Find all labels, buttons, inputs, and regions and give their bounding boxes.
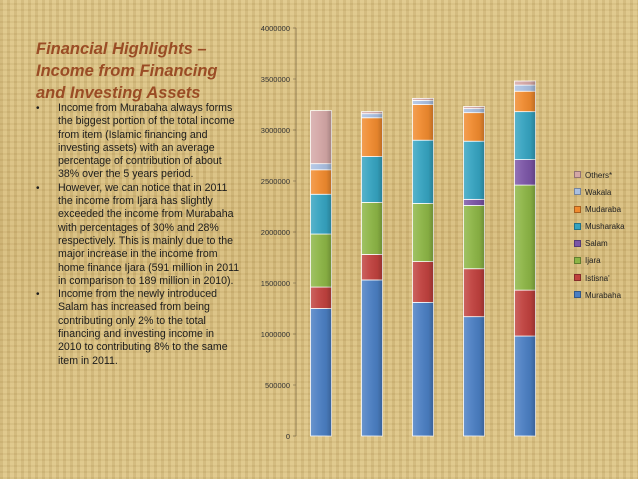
legend-swatch xyxy=(574,205,581,213)
bar-shading xyxy=(361,111,383,436)
bullet-text: Income from the newly introduced Salam h… xyxy=(58,288,228,367)
legend-label: Musharaka xyxy=(585,222,625,232)
legend-item: Wakala xyxy=(574,187,625,204)
bullet-item: • Income from the newly introduced Salam … xyxy=(34,288,240,368)
bar-stack xyxy=(463,106,485,437)
legend-swatch xyxy=(574,256,581,264)
bullet-text: However, we can notice that in 2011 the … xyxy=(58,181,240,287)
legend-swatch xyxy=(574,188,581,196)
y-tick-label: 1000000 xyxy=(261,330,290,339)
slide-title: Financial Highlights – Income from Finan… xyxy=(36,38,246,104)
bullet-marker: • xyxy=(36,182,40,194)
legend-item: Others* xyxy=(574,170,625,187)
legend-label: Murabaha xyxy=(585,290,622,300)
y-axis: 0 500000 1000000 1500000 2000000 2500000 30000… xyxy=(261,24,297,441)
legend-swatch xyxy=(574,239,581,247)
legend-swatch xyxy=(574,291,581,299)
bar-stacks xyxy=(310,80,536,437)
legend-swatch xyxy=(574,222,581,230)
y-tick-label: 2000000 xyxy=(261,228,290,237)
legend-swatch xyxy=(574,171,581,179)
y-tick-label: 0 xyxy=(286,432,290,441)
bullet-item: • Income from Murabaha always forms the b… xyxy=(34,102,240,182)
title-line: Financial Highlights – xyxy=(36,40,207,58)
y-tick-label: 3500000 xyxy=(261,75,290,84)
bar-shading xyxy=(310,110,332,437)
bullet-marker: • xyxy=(36,103,40,114)
legend-swatch xyxy=(574,273,581,281)
bullet-text: Income from Murabaha always forms the bi… xyxy=(58,102,235,181)
y-tick-label: 2500000 xyxy=(261,177,290,186)
chart-legend: Others* Wakala Mudaraba Musharaka Salam Ijara… xyxy=(574,170,625,307)
legend-item: Salam xyxy=(574,238,625,255)
legend-label: Wakala xyxy=(585,188,612,198)
legend-item: Ijara xyxy=(574,255,625,272)
bullet-list: • Income from Murabaha always forms the b… xyxy=(34,102,240,368)
legend-label: Mudaraba xyxy=(585,205,622,215)
y-tick-label: 4000000 xyxy=(261,24,290,33)
bar-shading xyxy=(463,106,485,436)
title-line: and Investing Assets xyxy=(36,84,201,102)
bar-shading xyxy=(412,98,434,436)
y-tick-label: 3000000 xyxy=(261,126,290,135)
legend-label: Others* xyxy=(585,171,613,180)
bullet-item: • However, we can notice that in 2011 the… xyxy=(34,182,240,288)
bar-stack xyxy=(310,110,332,437)
legend-item: Musharaka xyxy=(574,221,625,238)
legend-label: Salam xyxy=(585,239,608,249)
y-tick-label: 500000 xyxy=(265,381,290,390)
legend-label: Ijara xyxy=(585,256,601,266)
bar-stack xyxy=(514,80,536,437)
legend-label: Istisna' xyxy=(585,273,610,283)
y-tick-label: 1500000 xyxy=(261,279,290,288)
legend-item: Istisna' xyxy=(574,273,625,290)
legend-item: Mudaraba xyxy=(574,204,625,221)
legend-item: Murabaha xyxy=(574,290,625,307)
bar-stack xyxy=(412,97,434,437)
bar-shading xyxy=(514,81,536,436)
bullet-marker: • xyxy=(36,289,40,301)
title-line: Income from Financing xyxy=(36,62,218,80)
bar-stack xyxy=(361,111,383,437)
